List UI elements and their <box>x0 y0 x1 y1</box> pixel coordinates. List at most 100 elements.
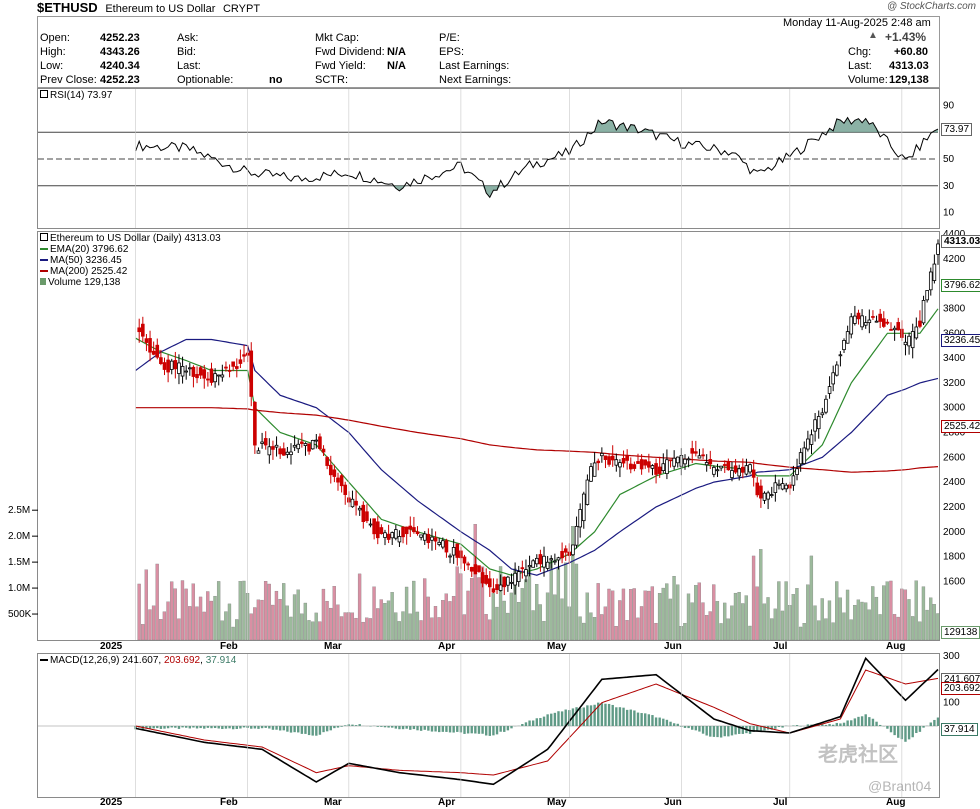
candle-body <box>336 477 340 483</box>
candle-body <box>216 374 221 377</box>
volume-bar <box>506 612 510 641</box>
candle-body <box>495 584 499 591</box>
volume-bar <box>325 600 329 641</box>
volume-bar <box>300 613 304 641</box>
macd-histogram-bar <box>792 725 795 726</box>
candle-body <box>769 494 774 496</box>
candle-body <box>307 443 311 452</box>
volume-bar <box>495 606 499 641</box>
volume-bar <box>141 624 145 641</box>
candle-body <box>473 564 478 575</box>
candle-body <box>209 368 214 383</box>
macd-histogram-bar <box>933 719 936 726</box>
macd-histogram-bar <box>629 709 632 726</box>
volume-bar <box>404 586 409 641</box>
macd-histogram-bar <box>354 725 358 726</box>
volume-bar <box>480 566 485 641</box>
optionable-label: Optionable: <box>177 74 234 86</box>
macd-histogram-bar <box>687 726 690 729</box>
macd-histogram-bar <box>499 726 502 732</box>
macd-histogram-bar <box>405 726 408 729</box>
volume-bar <box>314 612 318 641</box>
macd-histogram-bar <box>275 726 278 730</box>
candle-body <box>310 440 315 450</box>
candle-body <box>777 483 781 486</box>
volume-bar <box>282 583 286 641</box>
last-price-label: Last: <box>848 60 872 72</box>
macd-histogram-bar <box>777 726 781 728</box>
rsi-legend: RSI(14) 73.97 <box>40 90 112 101</box>
macd-histogram-bar <box>701 726 705 734</box>
volume-tick-label: 1.0M <box>8 583 30 594</box>
candle-body <box>332 469 337 477</box>
volume-bar <box>816 620 821 641</box>
candle-body <box>585 479 590 505</box>
macd-histogram-bar <box>578 708 582 726</box>
volume-bar <box>726 618 730 641</box>
candle-body <box>885 321 890 324</box>
volume-bar <box>361 621 365 641</box>
macd-histogram-bar <box>177 726 181 729</box>
volume-bar <box>657 593 662 641</box>
candle-body <box>618 462 622 468</box>
macd-histogram-bar <box>503 726 506 732</box>
volume-bar <box>227 603 232 641</box>
macd-histogram-bar <box>398 726 401 730</box>
macd-histogram-bar <box>676 723 679 726</box>
user-watermark: @Brant04 <box>868 778 932 794</box>
macd-histogram-bar <box>387 726 390 728</box>
macd-histogram-bar <box>774 726 777 729</box>
candle-body <box>281 448 286 456</box>
volume-bar <box>755 586 759 641</box>
candle-body <box>827 386 832 394</box>
candle-body <box>177 362 181 374</box>
candle-body <box>137 327 142 333</box>
candle-body <box>462 556 467 564</box>
candle-body <box>751 469 756 478</box>
ema20-legend: EMA(20) 3796.62 <box>50 244 129 255</box>
volume-bar <box>686 593 691 641</box>
candle-body <box>686 458 691 461</box>
volume-bar <box>535 584 539 641</box>
volume-tick-label: 2.0M <box>8 531 30 542</box>
candle-body <box>318 436 322 450</box>
candle-body <box>390 532 395 539</box>
volume-bar <box>376 608 380 641</box>
macd-histogram-bar <box>553 712 557 726</box>
candle-body <box>180 365 185 377</box>
candle-body <box>375 521 380 539</box>
xaxis2-apr: Apr <box>438 797 456 808</box>
candle-body <box>715 469 720 472</box>
macd-histogram-bar <box>727 726 730 737</box>
macd-histogram-bar <box>452 726 455 733</box>
volume-bar <box>502 600 506 641</box>
volume-bar <box>412 580 416 641</box>
candle-body <box>502 576 507 588</box>
macd-histogram-bar <box>297 726 300 733</box>
price-tick-label: 3000 <box>943 403 966 414</box>
xaxis2-jul: Jul <box>773 797 788 808</box>
volume-bar <box>643 590 647 641</box>
candle-body <box>571 544 575 556</box>
volume-tick-label: 500K <box>8 609 32 620</box>
candle-body <box>379 527 384 534</box>
candle-body <box>892 327 897 331</box>
volume-bar <box>769 618 774 641</box>
volume-bar <box>516 602 521 641</box>
volume-bar <box>929 597 933 641</box>
macd-histogram-bar <box>257 726 260 729</box>
candle-body <box>397 536 402 543</box>
candle-body <box>921 300 926 324</box>
candle-body <box>292 444 297 448</box>
candle-body <box>545 561 550 569</box>
macd-histogram-bar <box>893 726 896 736</box>
candle-body <box>896 322 901 331</box>
volume-bar <box>853 605 857 641</box>
volume-bar <box>925 609 929 641</box>
candle-body <box>910 331 915 349</box>
macd-histogram-bar <box>293 726 296 733</box>
macd-histogram-bar <box>824 724 828 726</box>
volume-bar <box>704 615 709 641</box>
volume-bar <box>159 619 163 641</box>
volume-bar <box>607 588 611 641</box>
